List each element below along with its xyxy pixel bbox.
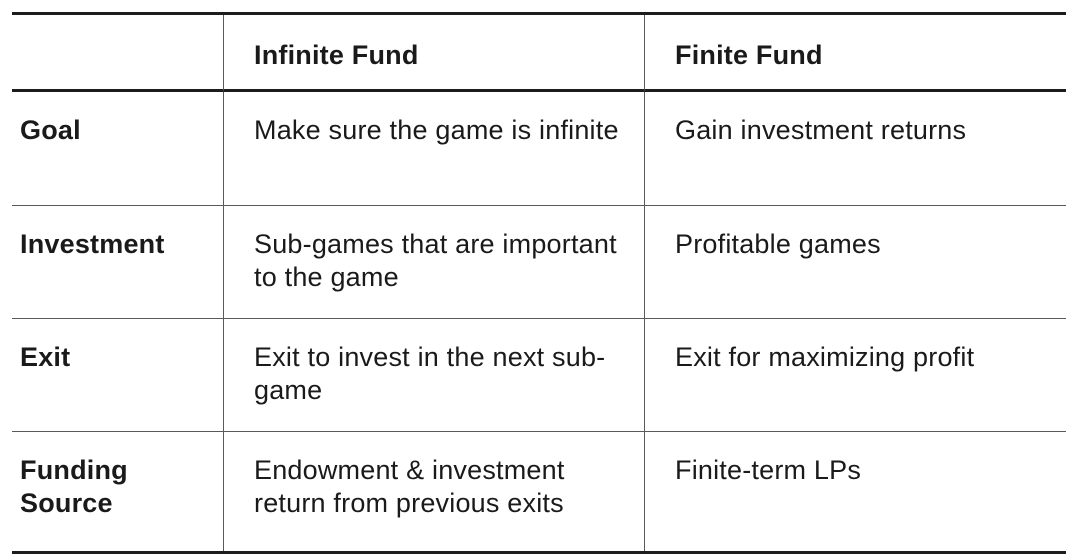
cell-exit-finite: Exit for maximizing profit	[644, 319, 1066, 432]
cell-investment-infinite: Sub-games that are important to the game	[223, 206, 644, 319]
cell-funding-source-finite: Finite-term LPs	[644, 432, 1066, 551]
row-label-goal: Goal	[12, 92, 223, 206]
cell-goal-finite: Gain investment returns	[644, 92, 1066, 206]
row-label-investment: Investment	[12, 206, 223, 319]
header-finite-fund: Finite Fund	[644, 15, 1066, 92]
cell-funding-source-infinite: Endowment & investment return from previ…	[223, 432, 644, 551]
row-label-funding-source: Funding Source	[20, 455, 128, 518]
cell-exit-infinite: Exit to invest in the next sub-game	[223, 319, 644, 432]
cell-investment-finite: Profitable games	[644, 206, 1066, 319]
header-infinite-fund: Infinite Fund	[223, 15, 644, 92]
header-corner-cell	[12, 15, 223, 92]
row-label-exit: Exit	[12, 319, 223, 432]
comparison-table: Infinite Fund Finite Fund Goal Make sure…	[12, 12, 1066, 554]
cell-goal-infinite: Make sure the game is infinite	[223, 92, 644, 206]
